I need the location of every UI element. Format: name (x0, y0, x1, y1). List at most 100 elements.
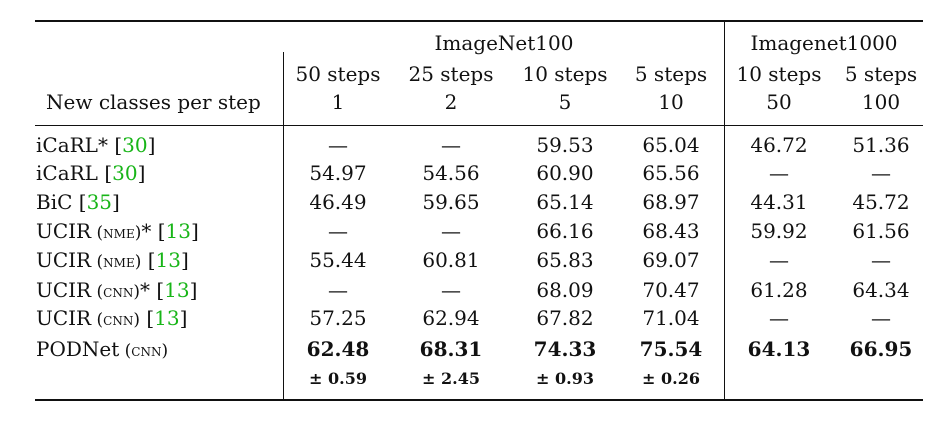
cell-r3-c4: 68.97 (642, 190, 700, 214)
cell-r1-c3: 59.53 (536, 133, 594, 157)
cell-r5-c6: — (871, 248, 891, 272)
method-variant: (cnn) (119, 341, 169, 361)
cell-r6-c2: — (441, 278, 461, 302)
method-variant: (nme) (91, 223, 142, 243)
classes-header-4: 10 (658, 90, 684, 114)
cell-r2-c1: 54.97 (309, 161, 367, 185)
cell-podnet-c6: 66.95 (849, 337, 913, 361)
citation: [13] (151, 219, 199, 243)
bottom-rule (35, 399, 923, 401)
header-rule (35, 125, 923, 126)
cell-r3-c6: 45.72 (852, 190, 910, 214)
method-variant: (nme) (91, 252, 142, 272)
citation: [35] (72, 190, 120, 214)
citation: [13] (149, 278, 198, 302)
method-star: * (141, 219, 152, 243)
cell-r4-c1: — (328, 219, 348, 243)
cell-podnet-std-c3: ± 0.93 (536, 369, 594, 388)
cell-r6-c5: 61.28 (750, 278, 808, 302)
cell-r4-c3: 66.16 (536, 219, 594, 243)
method-variant: (cnn) (91, 310, 140, 330)
citation: [30] (107, 133, 156, 157)
classes-header-1: 1 (331, 90, 345, 114)
cell-podnet-c1: 62.48 (306, 337, 370, 361)
method-name-1: iCaRL* [30] (36, 133, 155, 157)
cell-r4-c4: 68.43 (642, 219, 700, 243)
method-variant: (cnn) (91, 282, 140, 302)
cell-r6-c4: 70.47 (642, 278, 700, 302)
steps-header-4: 5 steps (634, 62, 708, 86)
cell-r1-c2: — (441, 133, 461, 157)
cell-r1-c6: 51.36 (852, 133, 910, 157)
method-base: iCaRL (36, 161, 98, 185)
cell-r1-c4: 65.04 (642, 133, 700, 157)
method-base: iCaRL* (36, 133, 108, 157)
cell-r7-c2: 62.94 (422, 306, 480, 330)
cell-r6-c3: 68.09 (536, 278, 594, 302)
cell-r4-c5: 59.92 (750, 219, 808, 243)
method-name-podnet: PODNet (cnn) (36, 337, 168, 363)
cell-r1-c5: 46.72 (750, 133, 808, 157)
method-name-2: iCaRL [30] (36, 161, 145, 185)
method-base: UCIR (36, 306, 92, 330)
cell-r5-c4: 69.07 (642, 248, 700, 272)
cell-r3-c5: 44.31 (750, 190, 808, 214)
cell-r7-c1: 57.25 (309, 306, 367, 330)
cell-r3-c3: 65.14 (536, 190, 594, 214)
cell-r7-c3: 67.82 (536, 306, 594, 330)
method-base: UCIR (36, 248, 92, 272)
cell-r2-c6: — (871, 161, 891, 185)
cell-r5-c2: 60.81 (422, 248, 480, 272)
cell-r2-c4: 65.56 (642, 161, 700, 185)
cell-r6-c6: 64.34 (852, 278, 910, 302)
cell-r3-c2: 59.65 (422, 190, 480, 214)
steps-header-6: 5 steps (844, 62, 918, 86)
cell-r7-c5: — (769, 306, 789, 330)
divider-label (283, 52, 284, 399)
cell-podnet-std-c2: ± 2.45 (422, 369, 480, 388)
method-base: PODNet (36, 337, 120, 361)
cell-r2-c2: 54.56 (422, 161, 480, 185)
cell-podnet-c3: 74.33 (533, 337, 597, 361)
cell-podnet-c2: 68.31 (419, 337, 483, 361)
method-name-6: UCIR (cnn)* [13] (36, 278, 197, 304)
cell-r5-c1: 55.44 (309, 248, 367, 272)
cell-podnet-std-c4: ± 0.26 (642, 369, 700, 388)
method-base: UCIR (36, 219, 92, 243)
cell-r2-c5: — (769, 161, 789, 185)
cell-r6-c1: — (328, 278, 348, 302)
method-base: UCIR (36, 278, 92, 302)
steps-header-1: 50 steps (295, 62, 381, 86)
cell-r3-c1: 46.49 (309, 190, 367, 214)
row-label-header: New classes per step (46, 90, 261, 114)
classes-header-5: 50 (766, 90, 792, 114)
cell-r4-c2: — (441, 219, 461, 243)
group-imagenet100: ImageNet100 (434, 31, 574, 55)
cell-podnet-std-c1: ± 0.59 (309, 369, 367, 388)
cell-podnet-c4: 75.54 (639, 337, 703, 361)
cell-r7-c6: — (871, 306, 891, 330)
citation: [13] (141, 248, 189, 272)
method-star: * (139, 278, 150, 302)
steps-header-5: 10 steps (736, 62, 822, 86)
cell-podnet-c5: 64.13 (747, 337, 811, 361)
method-name-3: BiC [35] (36, 190, 120, 214)
steps-header-2: 25 steps (408, 62, 494, 86)
method-name-7: UCIR (cnn) [13] (36, 306, 187, 332)
citation: [13] (139, 306, 188, 330)
method-base: BiC (36, 190, 73, 214)
cell-r5-c3: 65.83 (536, 248, 594, 272)
method-name-5: UCIR (nme) [13] (36, 248, 189, 274)
cell-r5-c5: — (769, 248, 789, 272)
classes-header-6: 100 (861, 90, 901, 114)
cell-r7-c4: 71.04 (642, 306, 700, 330)
cell-r2-c3: 60.90 (536, 161, 594, 185)
method-name-4: UCIR (nme)* [13] (36, 219, 199, 245)
group-imagenet1000: Imagenet1000 (750, 31, 898, 55)
steps-header-3: 10 steps (522, 62, 608, 86)
top-rule (35, 20, 923, 22)
classes-header-2: 2 (444, 90, 458, 114)
divider-datasets (724, 22, 725, 399)
classes-header-3: 5 (558, 90, 572, 114)
citation: [30] (97, 161, 146, 185)
